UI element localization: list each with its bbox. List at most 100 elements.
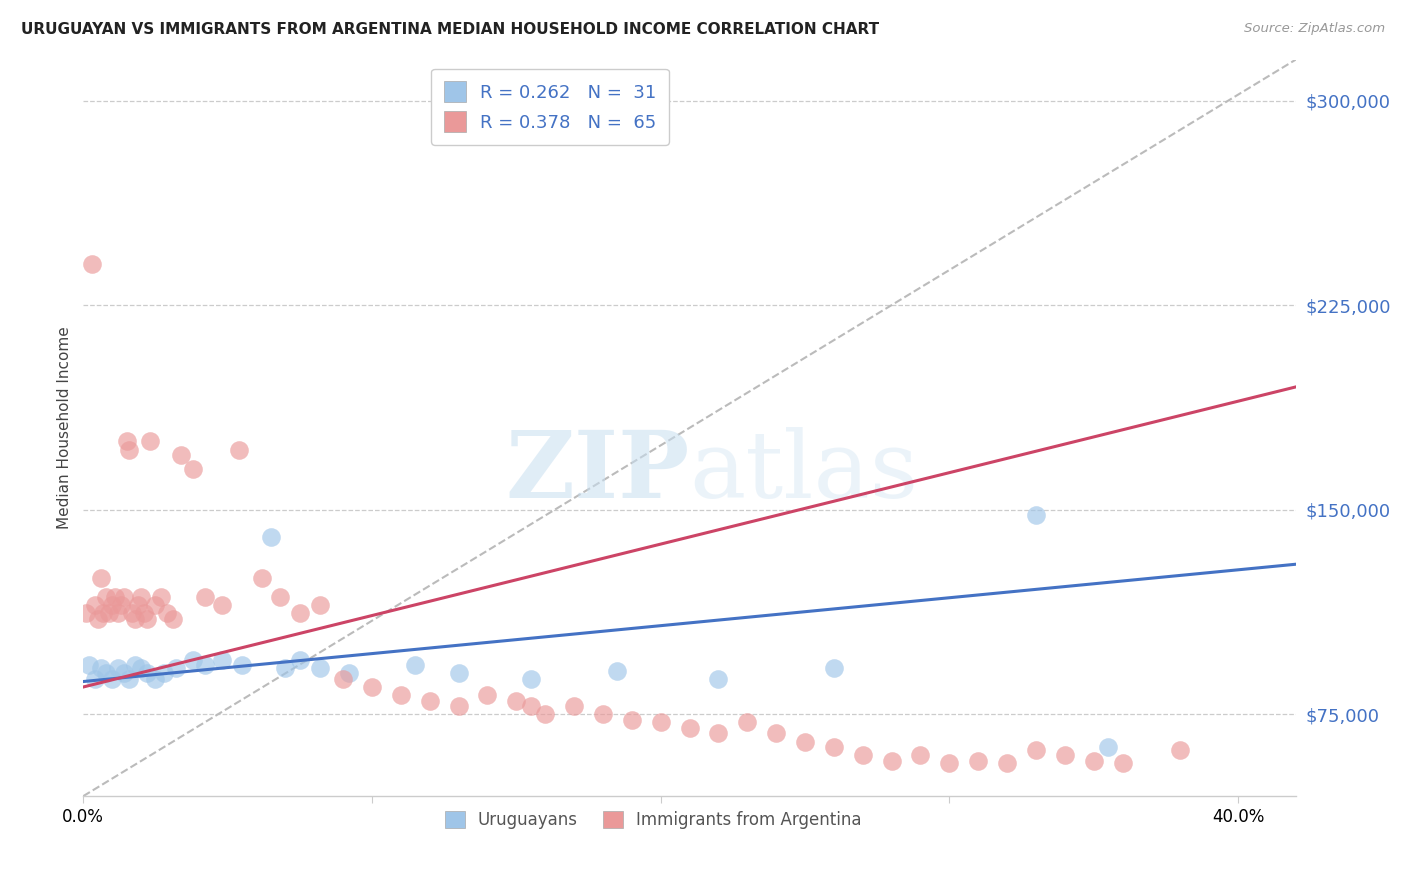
Point — [260, 530, 283, 544]
Point — [96, 590, 118, 604]
Point — [145, 672, 167, 686]
Point — [110, 598, 132, 612]
Point — [121, 607, 143, 621]
Point — [181, 462, 204, 476]
Point — [87, 612, 110, 626]
Point — [101, 598, 124, 612]
Point — [129, 590, 152, 604]
Point — [332, 672, 354, 686]
Point — [592, 707, 614, 722]
Point — [112, 590, 135, 604]
Point — [1025, 742, 1047, 756]
Text: Source: ZipAtlas.com: Source: ZipAtlas.com — [1244, 22, 1385, 36]
Point — [419, 693, 441, 707]
Point — [852, 748, 875, 763]
Point — [967, 754, 990, 768]
Point — [252, 571, 274, 585]
Text: ZIP: ZIP — [505, 427, 689, 517]
Point — [519, 672, 541, 686]
Point — [309, 598, 332, 612]
Point — [269, 590, 291, 604]
Point — [389, 688, 412, 702]
Point — [153, 666, 176, 681]
Point — [127, 598, 149, 612]
Point — [274, 661, 297, 675]
Point — [707, 726, 730, 740]
Point — [231, 658, 253, 673]
Point — [107, 607, 129, 621]
Point — [650, 715, 672, 730]
Point — [880, 754, 903, 768]
Point — [96, 666, 118, 681]
Point — [75, 607, 97, 621]
Point — [162, 612, 184, 626]
Point — [211, 653, 233, 667]
Point — [193, 658, 215, 673]
Point — [165, 661, 187, 675]
Point — [115, 434, 138, 449]
Point — [90, 571, 112, 585]
Point — [534, 707, 557, 722]
Point — [93, 607, 115, 621]
Point — [823, 739, 845, 754]
Point — [101, 672, 124, 686]
Text: atlas: atlas — [689, 427, 918, 517]
Point — [1111, 756, 1133, 771]
Point — [995, 756, 1018, 771]
Point — [124, 612, 146, 626]
Point — [132, 607, 155, 621]
Legend: Uruguayans, Immigrants from Argentina: Uruguayans, Immigrants from Argentina — [437, 804, 869, 836]
Point — [211, 598, 233, 612]
Point — [112, 666, 135, 681]
Point — [337, 666, 360, 681]
Point — [77, 658, 100, 673]
Point — [606, 664, 628, 678]
Point — [80, 257, 103, 271]
Point — [678, 721, 700, 735]
Point — [107, 661, 129, 675]
Point — [124, 658, 146, 673]
Text: URUGUAYAN VS IMMIGRANTS FROM ARGENTINA MEDIAN HOUSEHOLD INCOME CORRELATION CHART: URUGUAYAN VS IMMIGRANTS FROM ARGENTINA M… — [21, 22, 879, 37]
Point — [404, 658, 426, 673]
Point — [98, 607, 121, 621]
Point — [181, 653, 204, 667]
Point — [735, 715, 758, 730]
Point — [765, 726, 787, 740]
Point — [170, 448, 193, 462]
Point — [910, 748, 932, 763]
Point — [138, 434, 160, 449]
Point — [1097, 739, 1119, 754]
Point — [156, 607, 179, 621]
Point — [1025, 508, 1047, 523]
Point — [620, 713, 643, 727]
Point — [83, 672, 105, 686]
Point — [135, 612, 157, 626]
Point — [477, 688, 499, 702]
Point — [90, 661, 112, 675]
Point — [104, 590, 127, 604]
Point — [562, 699, 585, 714]
Point — [228, 442, 250, 457]
Point — [150, 590, 173, 604]
Point — [505, 693, 527, 707]
Point — [288, 653, 311, 667]
Point — [129, 661, 152, 675]
Point — [519, 699, 541, 714]
Point — [309, 661, 332, 675]
Point — [447, 666, 470, 681]
Point — [1083, 754, 1105, 768]
Y-axis label: Median Household Income: Median Household Income — [58, 326, 72, 529]
Point — [145, 598, 167, 612]
Point — [135, 666, 157, 681]
Point — [823, 661, 845, 675]
Point — [707, 672, 730, 686]
Point — [794, 734, 817, 748]
Point — [938, 756, 960, 771]
Point — [361, 680, 384, 694]
Point — [193, 590, 215, 604]
Point — [1168, 742, 1191, 756]
Point — [447, 699, 470, 714]
Point — [118, 672, 141, 686]
Point — [118, 442, 141, 457]
Point — [83, 598, 105, 612]
